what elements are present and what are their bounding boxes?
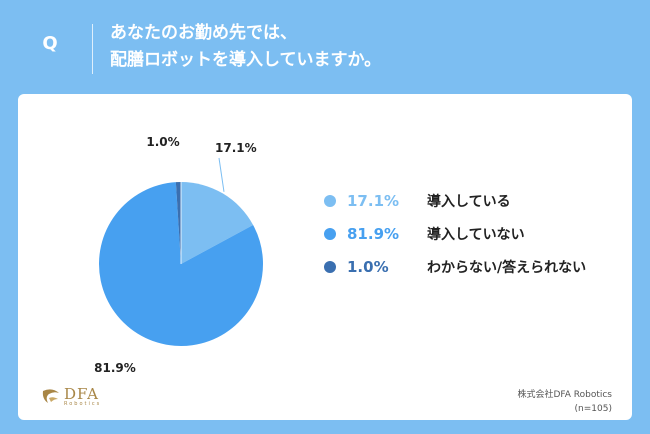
slice-data-label: 17.1%	[215, 141, 257, 155]
legend-label: わからない/答えられない	[427, 259, 587, 276]
pie-slice	[99, 182, 263, 347]
pie-slice	[175, 182, 181, 264]
pie-chart: 17.1% 81.9% 1.0%	[94, 135, 263, 375]
leader-line	[218, 157, 225, 192]
legend-value: 1.0%	[347, 257, 389, 276]
credit-company: 株式会社DFA Robotics	[517, 390, 612, 400]
credit-sample-size: (n=105)	[574, 404, 612, 414]
dfa-logo: DFA Robotics	[40, 386, 101, 408]
chart-legend: 17.1% 導入している 81.9% 導入していない 1.0% わからない/答え…	[324, 184, 586, 283]
header-divider	[92, 24, 93, 74]
logo-name: DFA	[64, 385, 99, 403]
question-marker: Q	[42, 33, 58, 54]
question-text: あなたのお勤め先では、 配膳ロボットを導入していますか。	[110, 20, 381, 74]
source-credit: 株式会社DFA Robotics (n=105)	[517, 388, 612, 416]
chart-panel: 17.1% 81.9% 1.0% 17.1% 導入している 81.9% 導入していな…	[18, 94, 632, 420]
dfa-emblem-icon	[42, 389, 59, 403]
legend-value: 81.9%	[347, 224, 400, 243]
logo-subtitle: Robotics	[64, 401, 102, 407]
legend-swatch	[324, 227, 336, 240]
legend-value: 17.1%	[347, 191, 400, 210]
pie-slice	[181, 182, 254, 264]
legend-label: 導入している	[427, 193, 511, 210]
legend-swatch	[324, 194, 336, 207]
question-line-2: 配膳ロボットを導入していますか。	[110, 50, 382, 70]
slice-data-label: 81.9%	[94, 361, 136, 375]
legend-item: 1.0% わからない/答えられない	[324, 250, 586, 283]
question-line-1: あなたのお勤め先では、	[110, 23, 297, 43]
header: Q あなたのお勤め先では、 配膳ロボットを導入していますか。	[0, 0, 650, 92]
legend-swatch	[324, 260, 336, 273]
legend-label: 導入していない	[427, 226, 525, 243]
slice-data-label: 1.0%	[146, 135, 179, 149]
legend-item: 81.9% 導入していない	[324, 217, 586, 250]
legend-item: 17.1% 導入している	[324, 184, 586, 217]
